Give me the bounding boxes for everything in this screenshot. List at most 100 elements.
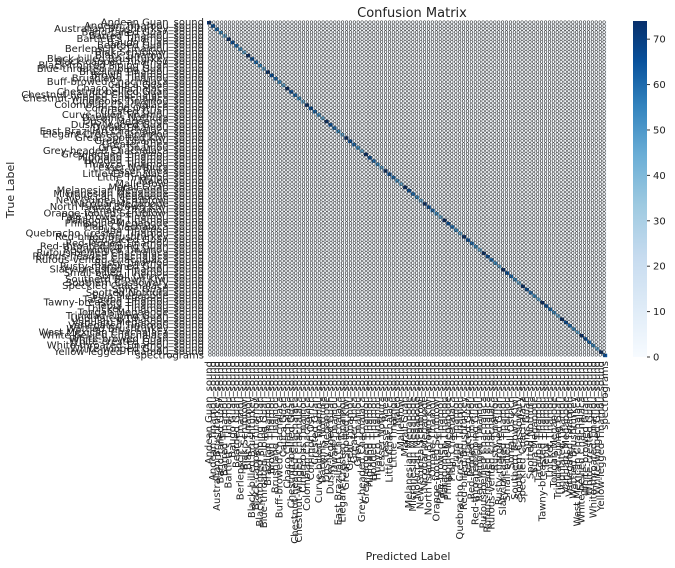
y-tick-label: Cinereous Tinamou_sound — [72, 97, 204, 108]
heatmap-cell-diagonal — [520, 284, 525, 289]
annotation-row: 0000000000000000000000000000000000000000… — [208, 218, 606, 223]
annotation-row: 0000000000000000000000000000000000000000… — [208, 323, 606, 328]
annotation-row: 0000000000000000000000000000000000000000… — [208, 283, 606, 288]
x-tick-label: Australian Brushturkey_sound — [212, 361, 223, 511]
y-tick-label: Brazilian Tinamou_sound — [79, 67, 204, 78]
annotation-row: 0000000000000000000000000000000000000000… — [208, 122, 606, 127]
annotation-row: 0000000000000000000000000000000000000000… — [208, 115, 606, 120]
y-tick-label: Vanuatu Megapode_sound — [72, 317, 204, 328]
heatmap-cell-diagonal — [575, 330, 580, 335]
annotation-row: 0000000000000000000000000000000000000000… — [208, 168, 606, 173]
annotation-row: 0000000000000000000000000000000000000000… — [208, 53, 606, 58]
annotation-row: 0000000000000000000000000000000000000000… — [208, 191, 606, 196]
y-tick-label: Red-legged Tinamou_sound — [65, 238, 204, 249]
x-tick-label: Colombian Chachalaca_sound — [302, 361, 313, 511]
heatmap-cell-diagonal — [257, 63, 263, 68]
annotation-row: 0000000000000000000000000000000000000000… — [208, 50, 606, 55]
heatmap-cell-diagonal — [238, 47, 243, 51]
x-tick-label: Yellow-legged Tinamou_sound — [596, 361, 607, 512]
y-tick-label: Southern Cassowary_sound — [66, 278, 204, 289]
x-tick-label: Highland Tinamou_sound — [365, 361, 376, 487]
x-tick-label: White-bellied Chachalaca_sound — [577, 361, 588, 524]
x-tick-label: Dwarf Tinamou_sound — [329, 361, 340, 472]
heatmap-cell-diagonal — [461, 235, 467, 239]
annotation-row: 0000000000000000000000000000000000000000… — [208, 310, 606, 315]
heatmap-cell-diagonal — [512, 277, 518, 282]
x-tick-label: Buff-browed Chachalaca_sound — [275, 361, 286, 518]
x-tick-label: Greater Rhea_sound — [349, 361, 360, 463]
x-tick-label: Orange-footed Scrubfowl_sound — [431, 361, 442, 522]
x-tick-label: Undulated Tinamou_sound — [557, 361, 568, 494]
heatmap-cell-diagonal — [422, 202, 427, 206]
x-tick-label: Little Tinamou_sound — [388, 361, 399, 468]
x-tick-label: Puna Tinamou_sound — [451, 361, 462, 467]
x-tick-label: Chestnut-bellied Guan_sound — [286, 361, 297, 508]
heatmap-cell-diagonal — [308, 106, 314, 111]
x-tick-label: North Island Brown Kiwi_sound — [424, 361, 435, 515]
x-tick-label: Elegant Crested Tinamou_sound — [337, 361, 348, 523]
annotation-row: 0000000000000000000000000000000000000000… — [208, 125, 606, 130]
heatmap-cell-diagonal — [599, 350, 604, 354]
x-tick-label: Rufous-headed Chachalaca_sound — [482, 361, 493, 533]
x-tick-label: Little Chachalaca_sound — [384, 361, 395, 483]
heatmap-cell-diagonal — [536, 297, 541, 302]
y-tick-label: Speckled Chachalaca_sound — [62, 281, 204, 292]
x-tick-label: Common Ostrich_sound — [306, 361, 317, 480]
colorbar-ticks: 0 10 20 30 40 50 60 70 — [647, 35, 666, 364]
annotation-row: 0000000000000000000000000000000000000000… — [208, 231, 606, 236]
heatmap-cell-diagonal — [571, 327, 576, 331]
cell-annotations: 0000000000000000000000000000000000000000… — [208, 20, 606, 358]
colorbar-tick-label: 70 — [653, 35, 666, 46]
annotation-row: 0000000000000000000000000000000000000000… — [208, 162, 606, 167]
x-tick-label: White-throated Tinamou_sound — [588, 361, 599, 518]
heatmap-cell-diagonal — [469, 241, 474, 246]
heatmap-cell-diagonal — [352, 142, 357, 147]
annotation-row: 0000000000000000000000000000000000000000… — [208, 109, 606, 114]
heatmap-cell-diagonal — [508, 274, 514, 279]
annotation-row: 0000000000000000000000000000000000000000… — [208, 211, 606, 216]
annotation-row: 0000000000000000000000000000000000000000… — [208, 96, 606, 101]
y-tick-label: Biak Scrubfowl_sound — [95, 47, 204, 58]
y-tick-label: Tawny-breasted Tinamou_sound — [43, 298, 204, 309]
annotation-row: 0000000000000000000000000000000000000000… — [208, 139, 606, 144]
annotation-row: 0000000000000000000000000000000000000000… — [208, 267, 606, 272]
annotation-row: 0000000000000000000000000000000000000000… — [208, 208, 606, 213]
heatmap-cells — [207, 21, 608, 358]
colorbar-tick-label: 40 — [653, 171, 666, 182]
heatmap-cell-diagonal — [595, 347, 600, 351]
heatmap-cell-diagonal — [505, 271, 510, 275]
annotation-row: 0000000000000000000000000000000000000000… — [208, 277, 606, 282]
annotation-row: 0000000000000000000000000000000000000000… — [208, 280, 606, 285]
x-tick-label: Darwin's Nothura_sound — [318, 361, 329, 483]
x-tick-label: White-browed Guan_sound — [580, 361, 591, 496]
y-tick-label: Micronesian Megapode_sound — [53, 189, 204, 200]
annotation-row: 0000000000000000000000000000000000000000… — [208, 175, 606, 180]
annotation-row: 0000000000000000000000000000000000000000… — [208, 339, 606, 344]
x-tick-label: Great Tinamou_sound — [345, 361, 356, 471]
heatmap-cell-diagonal — [567, 324, 572, 328]
heatmap-cell-diagonal — [250, 57, 255, 61]
y-tick-label: Hooded Tinamou_sound — [84, 156, 204, 167]
annotation-row: 0000000000000000000000000000000000000000… — [208, 349, 606, 354]
annotation-row: 0000000000000000000000000000000000000000… — [208, 27, 606, 32]
x-tick-label: Micronesian Megapode_sound — [408, 361, 419, 512]
heatmap-cell-diagonal — [481, 251, 486, 256]
y-tick-label: Somali Ostrich_sound — [96, 271, 204, 282]
x-tick-label: Tepui Tinamou_sound — [541, 361, 552, 470]
y-tick-label: East Brazilian Chachalaca_sound — [40, 126, 204, 137]
annotation-row: 0000000000000000000000000000000000000000… — [208, 185, 606, 190]
y-tick-label: Yellow-legged Tinamou_sound — [53, 347, 204, 358]
heatmap-cell-diagonal — [489, 258, 494, 262]
y-tick-label: Trinidad Piping Guan_sound — [65, 311, 204, 322]
heatmap-cell-diagonal — [254, 60, 259, 65]
annotation-row: 0000000000000000000000000000000000000000… — [208, 293, 606, 298]
y-tick-label: Band-tailed Guan_sound — [82, 28, 204, 39]
x-tick-label: Dusky-legged Guan_sound — [326, 361, 337, 494]
y-tick-label: White-throated Tinamou_sound — [47, 340, 204, 351]
y-tick-label: Berlepsch's Tinamou_sound — [65, 44, 204, 55]
y-tick-label: Plain Chachalaca_sound — [83, 222, 204, 233]
y-tick-label: Black-capped Tinamou_sound — [55, 57, 204, 68]
x-tick-label: Red-throated Piping Guan_sound — [471, 361, 482, 525]
annotation-row: 0000000000000000000000000000000000000000… — [208, 40, 606, 45]
x-tick-label: Dusky Megapode_sound — [322, 361, 333, 482]
